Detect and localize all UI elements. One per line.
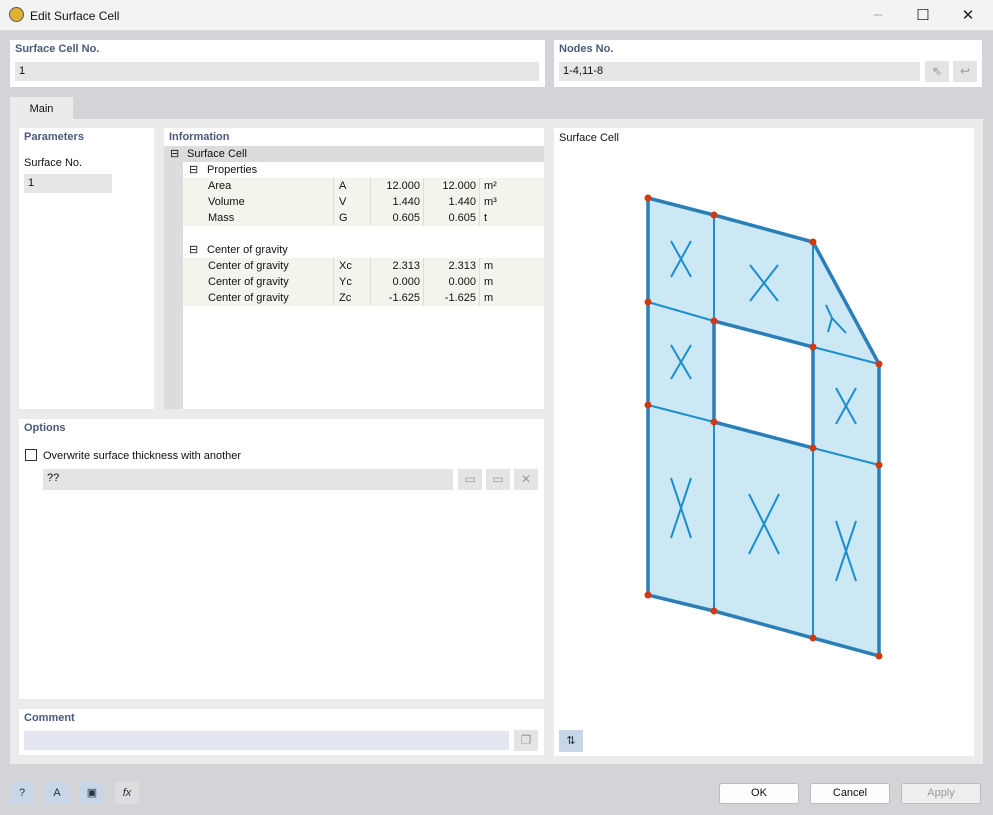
node-point [710, 607, 718, 615]
node-point [644, 591, 652, 599]
node-point [809, 444, 817, 452]
surface-cell-graphic [644, 194, 883, 660]
app-icon [9, 7, 24, 22]
node-point [710, 418, 718, 426]
collapse-icon[interactable]: ⊟ [189, 244, 199, 256]
thickness-cross-icon [749, 264, 779, 302]
table-row: Mass G 0.605 0.605 t [183, 210, 544, 226]
view-options-icon[interactable]: ⇅ [559, 730, 583, 752]
nodes-label: Nodes No. [559, 43, 614, 55]
node-point [710, 317, 718, 325]
thickness-cross-icon [748, 493, 780, 555]
cancel-button[interactable]: Cancel [810, 783, 890, 804]
comment-library-icon[interactable]: ❐ [514, 730, 538, 751]
node-point [809, 634, 817, 642]
parameters-header: Parameters [24, 131, 84, 143]
surface-cell-label: Surface Cell No. [15, 43, 100, 55]
node-point [644, 298, 652, 306]
preview-panel: Surface Cell ⇅ [554, 128, 974, 756]
outer-boundary [646, 195, 881, 659]
options-header: Options [24, 422, 66, 434]
maximize-button[interactable]: ☐ [916, 7, 930, 24]
tree-group[interactable]: ⊟ Center of gravity [189, 244, 288, 256]
node-point [644, 401, 652, 409]
surface-no-label: Surface No. [24, 157, 83, 169]
table-row: Center of gravity Xc 2.313 2.313 m [183, 258, 544, 274]
collapse-icon[interactable]: ⊟ [189, 164, 199, 176]
thickness-cross-icon [670, 344, 692, 380]
thickness-mark-icon [827, 317, 833, 333]
new-thickness-icon[interactable]: ▭ [458, 469, 482, 490]
window-title: Edit Surface Cell [30, 9, 120, 23]
options-panel: Options Overwrite surface thickness with… [19, 419, 544, 699]
title-bar: Edit Surface Cell – ☐ ✕ [0, 0, 993, 31]
pick-nodes-icon[interactable]: ⇖ [925, 61, 949, 82]
overwrite-thickness-checkbox[interactable] [25, 449, 37, 461]
delete-thickness-icon[interactable]: ✕ [514, 469, 538, 490]
ok-button[interactable]: OK [719, 783, 799, 804]
tab-main[interactable]: Main [10, 97, 73, 119]
formula-icon[interactable]: fx [115, 782, 139, 804]
inner-line [647, 404, 715, 423]
thickness-cross-icon [670, 240, 692, 278]
help-icon[interactable]: ? [10, 782, 34, 804]
apply-button[interactable]: Apply [901, 783, 981, 804]
preview-header: Surface Cell [559, 132, 619, 144]
nodes-input[interactable]: 1-4,11-8 [559, 62, 920, 81]
table-row: Center of gravity Yc 0.000 0.000 m [183, 274, 544, 290]
comment-input[interactable] [24, 731, 509, 750]
inner-line [647, 301, 715, 322]
information-header: Information [169, 131, 230, 143]
surface-fill [648, 198, 879, 656]
node-point [809, 238, 817, 246]
overwrite-thickness-label: Overwrite surface thickness with another [43, 450, 242, 462]
tree-gutter [164, 146, 183, 409]
node-point [644, 194, 652, 202]
display-icon[interactable]: ▣ [80, 782, 104, 804]
thickness-select[interactable]: ?? [43, 469, 453, 490]
node-point [710, 211, 718, 219]
thickness-cross-icon [835, 520, 857, 582]
comment-panel: Comment ❐ [19, 709, 544, 755]
minimize-button[interactable]: – [873, 6, 883, 23]
node-point [809, 343, 817, 351]
units-icon[interactable]: A [45, 782, 69, 804]
node-point [875, 652, 883, 660]
undo-icon[interactable]: ↩ [953, 61, 977, 82]
parameters-panel: Parameters Surface No. 1 [19, 128, 154, 409]
thickness-cross-icon [670, 477, 692, 539]
table-row: Volume V 1.440 1.440 m³ [183, 194, 544, 210]
tree-root[interactable]: ⊟ Surface Cell [164, 146, 544, 162]
node-point [875, 360, 883, 368]
node-point [875, 461, 883, 469]
table-row: Center of gravity Zc -1.625 -1.625 m [183, 290, 544, 306]
inner-line [812, 346, 880, 365]
table-row: Area A 12.000 12.000 m² [183, 178, 544, 194]
nodes-panel: Nodes No. 1-4,11-8 ⇖ ↩ [554, 40, 982, 87]
surface-no-input[interactable]: 1 [24, 174, 112, 193]
edit-thickness-icon[interactable]: ▭ [486, 469, 510, 490]
information-panel: Information ⊟ Surface Cell ⊟ Properties Are… [164, 128, 544, 409]
surface-cell-input[interactable]: 1 [15, 62, 539, 81]
surface-cell-panel: Surface Cell No. 1 [10, 40, 545, 87]
tree-group[interactable]: ⊟ Properties [189, 164, 258, 176]
inner-line [812, 447, 880, 466]
close-button[interactable]: ✕ [961, 7, 975, 24]
comment-header: Comment [24, 712, 75, 724]
collapse-icon[interactable]: ⊟ [170, 148, 180, 160]
thickness-cross-icon [835, 387, 857, 425]
